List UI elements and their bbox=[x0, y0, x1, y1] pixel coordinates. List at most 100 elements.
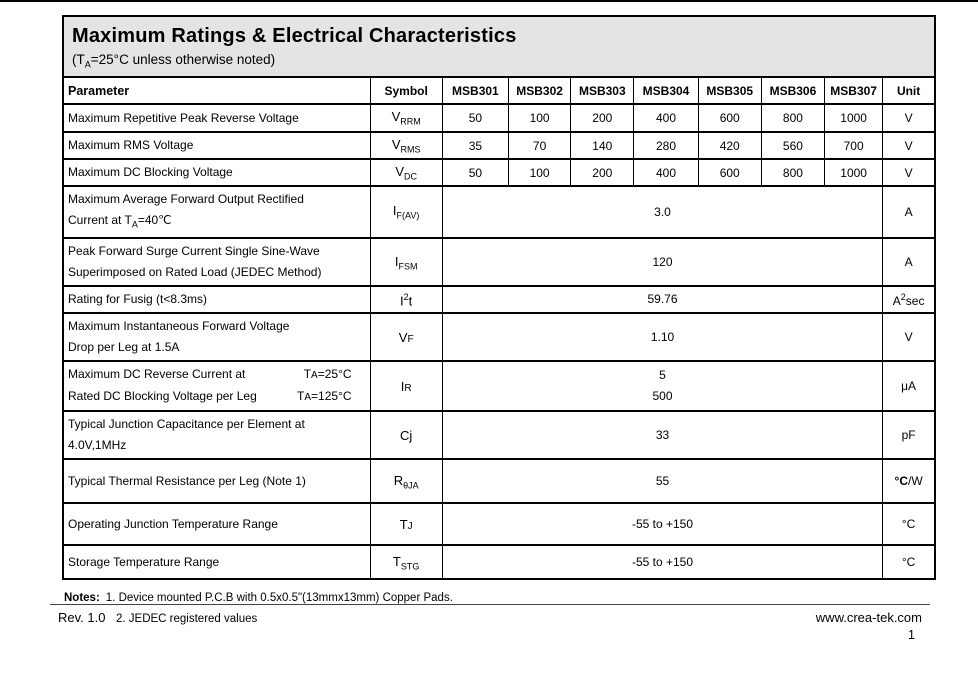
unit-cell: °C/W bbox=[882, 458, 936, 505]
table-row: Typical Junction Capacitance per Element… bbox=[62, 410, 936, 461]
column-header-msb306: MSB306 bbox=[760, 76, 826, 105]
column-header-msb303: MSB303 bbox=[570, 76, 635, 105]
table-header-row: Parameter Symbol MSB301 MSB302 MSB303 MSB304 M… bbox=[62, 76, 936, 105]
value-cell: 140 bbox=[570, 131, 635, 160]
table-row: Maximum Average Forward Output Rectified… bbox=[62, 184, 936, 240]
page-number: 1 bbox=[908, 628, 915, 642]
table-row: Maximum RMS Voltage VRMS 35 70 140 280 420 560 7… bbox=[62, 131, 936, 160]
notes-section: Notes: 1. Device mounted P.C.B with 0.5x0… bbox=[62, 592, 936, 625]
parameter-cell: Maximum Average Forward Output Rectified… bbox=[62, 184, 371, 240]
symbol-cell: VF bbox=[369, 312, 443, 363]
value-cell: 800 bbox=[760, 158, 826, 187]
column-header-msb305: MSB305 bbox=[697, 76, 762, 105]
unit-cell: V bbox=[882, 158, 936, 187]
value-cell-span: 3.0 bbox=[441, 184, 884, 240]
parameter-cell: Maximum DC Reverse Current at TA=25°C Rate… bbox=[62, 360, 371, 413]
column-header-symbol: Symbol bbox=[369, 76, 443, 105]
value-cell: 1000 bbox=[824, 158, 884, 187]
unit-cell: μA bbox=[882, 360, 936, 413]
unit-cell: V bbox=[882, 103, 936, 133]
symbol-cell: VRMS bbox=[369, 131, 443, 160]
unit-cell: pF bbox=[882, 410, 936, 461]
value-cell: 1000 bbox=[824, 103, 884, 133]
value-cell: 70 bbox=[507, 131, 572, 160]
column-header-msb304: MSB304 bbox=[633, 76, 699, 105]
table-row: Rating for Fusig (t<8.3ms) I2t 59.76 A2sec bbox=[62, 285, 936, 315]
unit-cell: A bbox=[882, 184, 936, 240]
symbol-cell: TJ bbox=[369, 502, 443, 547]
parameter-cell: Peak Forward Surge Current Single Sine-W… bbox=[62, 237, 371, 288]
table-row: Maximum Repetitive Peak Reverse Voltage V… bbox=[62, 103, 936, 133]
column-header-parameter: Parameter bbox=[62, 76, 371, 105]
page-subtitle: (TA=25°C unless otherwise noted) bbox=[72, 52, 276, 70]
symbol-cell: VRRM bbox=[369, 103, 443, 133]
ratings-table: Parameter Symbol MSB301 MSB302 MSB303 MSB304 M… bbox=[62, 76, 936, 581]
table-row: Maximum Instantaneous Forward Voltage Dro… bbox=[62, 312, 936, 363]
note-item: 2. JEDEC registered values bbox=[116, 613, 258, 626]
parameter-cell: Maximum Instantaneous Forward Voltage Dro… bbox=[62, 312, 371, 363]
value-cell-span: 1.10 bbox=[441, 312, 884, 363]
table-row: Storage Temperature Range TSTG -55 to +150… bbox=[62, 544, 936, 581]
value-cell: 200 bbox=[570, 103, 635, 133]
value-cell: 400 bbox=[633, 103, 699, 133]
unit-cell: V bbox=[882, 131, 936, 160]
unit-cell: A bbox=[882, 237, 936, 288]
parameter-cell: Typical Junction Capacitance per Element… bbox=[62, 410, 371, 461]
unit-cell: °C bbox=[882, 502, 936, 547]
table-row: Operating Junction Temperature Range TJ -5… bbox=[62, 502, 936, 547]
parameter-cell: Maximum DC Blocking Voltage bbox=[62, 158, 371, 187]
value-cell-span: 5 500 bbox=[441, 360, 884, 413]
value-cell: 50 bbox=[441, 103, 510, 133]
parameter-cell: Maximum Repetitive Peak Reverse Voltage bbox=[62, 103, 371, 133]
parameter-cell: Storage Temperature Range bbox=[62, 544, 371, 581]
page-title: Maximum Ratings & Electrical Characteris… bbox=[72, 25, 517, 47]
table-row: Typical Thermal Resistance per Leg (Note… bbox=[62, 458, 936, 505]
note-item: 1. Device mounted P.C.B with 0.5x0.5"(13… bbox=[105, 592, 453, 605]
value-cell: 100 bbox=[507, 103, 572, 133]
symbol-cell: TSTG bbox=[369, 544, 443, 581]
page-footer: Rev. 1.0 www.crea-tek.com 1 bbox=[50, 604, 930, 642]
table-body: Maximum Repetitive Peak Reverse Voltage V… bbox=[62, 103, 936, 581]
unit-cell: A2sec bbox=[882, 285, 936, 315]
value-cell: 400 bbox=[633, 158, 699, 187]
symbol-cell: Cj bbox=[369, 410, 443, 461]
symbol-cell: IR bbox=[369, 360, 443, 413]
symbol-cell: IF(AV) bbox=[369, 184, 443, 240]
value-cell: 420 bbox=[697, 131, 762, 160]
value-cell: 50 bbox=[441, 158, 510, 187]
parameter-cell: Rating for Fusig (t<8.3ms) bbox=[62, 285, 371, 315]
column-header-msb301: MSB301 bbox=[441, 76, 510, 105]
table-row: Maximum DC Reverse Current at TA=25°C Rate… bbox=[62, 360, 936, 413]
symbol-cell: RθJA bbox=[369, 458, 443, 505]
table-row: Peak Forward Surge Current Single Sine-W… bbox=[62, 237, 936, 288]
notes-label: Notes: bbox=[64, 592, 100, 605]
parameter-cell: Operating Junction Temperature Range bbox=[62, 502, 371, 547]
parameter-cell: Maximum RMS Voltage bbox=[62, 131, 371, 160]
value-cell-span: 55 bbox=[441, 458, 884, 505]
value-cell: 560 bbox=[760, 131, 826, 160]
parameter-cell: Typical Thermal Resistance per Leg (Note… bbox=[62, 458, 371, 505]
title-block: Maximum Ratings & Electrical Characteris… bbox=[62, 15, 936, 78]
table-row: Maximum DC Blocking Voltage VDC 50 100 200 40… bbox=[62, 158, 936, 187]
datasheet-page: Maximum Ratings & Electrical Characteris… bbox=[62, 15, 936, 625]
symbol-cell: I2t bbox=[369, 285, 443, 315]
unit-cell: V bbox=[882, 312, 936, 363]
value-cell-span: 120 bbox=[441, 237, 884, 288]
column-header-unit: Unit bbox=[882, 76, 936, 105]
value-cell-span: 59.76 bbox=[441, 285, 884, 315]
value-cell: 100 bbox=[507, 158, 572, 187]
symbol-cell: VDC bbox=[369, 158, 443, 187]
value-cell: 600 bbox=[697, 158, 762, 187]
symbol-cell: IFSM bbox=[369, 237, 443, 288]
value-cell: 280 bbox=[633, 131, 699, 160]
note-line: Notes: 1. Device mounted P.C.B with 0.5x0… bbox=[64, 592, 936, 604]
column-header-msb302: MSB302 bbox=[507, 76, 572, 105]
page-top-rule bbox=[0, 0, 978, 2]
value-cell: 35 bbox=[441, 131, 510, 160]
value-cell: 600 bbox=[697, 103, 762, 133]
value-cell: 700 bbox=[824, 131, 884, 160]
website-text: www.crea-tek.com bbox=[815, 610, 922, 625]
value-cell: 800 bbox=[760, 103, 826, 133]
column-header-msb307: MSB307 bbox=[824, 76, 884, 105]
value-cell-span: -55 to +150 bbox=[441, 502, 884, 547]
